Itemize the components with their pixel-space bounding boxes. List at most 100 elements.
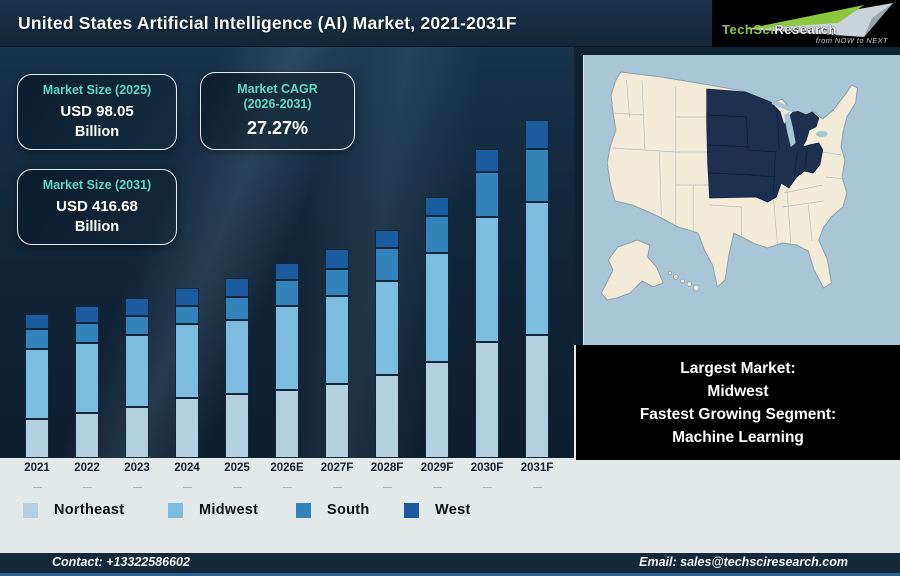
- bar-segment-west-2029F: [425, 197, 449, 216]
- legend-swatch-northeast: [23, 502, 38, 518]
- logo-brand-primary: TechSci: [722, 22, 775, 37]
- lake-erie: [815, 131, 828, 137]
- bar-segment-west-2021: [25, 314, 49, 329]
- bar-segment-west-2025: [225, 278, 249, 297]
- bar-segment-south-2023: [125, 316, 149, 335]
- bar-2026E: [275, 263, 299, 458]
- state-borders: [612, 79, 845, 244]
- arrow-icon: [746, 3, 893, 37]
- bar-segment-west-2024: [175, 288, 199, 306]
- market-cagr-value: 27.27%: [246, 118, 309, 138]
- bar-segment-south-2021: [25, 329, 49, 349]
- bar-segment-south-2025: [225, 297, 249, 320]
- bar-segment-midwest-2023: [125, 335, 149, 407]
- bar-segment-west-2026E: [275, 263, 299, 280]
- legend-label: West: [435, 502, 471, 518]
- logo-tagline: from NOW to NEXT: [815, 36, 888, 45]
- market-size-2025-label: Market Size (2025): [42, 83, 152, 97]
- bar-segment-northeast-2022: [75, 413, 99, 458]
- legend-item-south: South: [296, 502, 370, 518]
- callout-line: Fastest Growing Segment:: [639, 405, 837, 423]
- axis-label-2022: 2022: [74, 462, 100, 474]
- bar-2023: [125, 298, 149, 458]
- bar-segment-midwest-2024: [175, 324, 199, 398]
- bar-segment-northeast-2030F: [475, 342, 499, 458]
- bar-2029F: [425, 197, 449, 458]
- techsci-logo: TechSciResearch from NOW to NEXT: [712, 0, 900, 47]
- bar-segment-midwest-2027F: [325, 296, 349, 384]
- axis-label-2024: 2024: [174, 462, 200, 474]
- legend-label: Midwest: [199, 502, 259, 518]
- bar-segment-northeast-2021: [25, 419, 49, 458]
- bar-segment-south-2028F: [375, 248, 399, 281]
- bar-segment-south-2029F: [425, 216, 449, 253]
- us-map: [600, 71, 859, 301]
- bar-segment-midwest-2030F: [475, 217, 499, 342]
- axis-label-2031F: 2031F: [520, 462, 554, 474]
- callout-line: Largest Market:: [680, 359, 796, 377]
- bar-segment-west-2022: [75, 306, 99, 323]
- largest-market-callout: Largest Market: Midwest Fastest Growing Se…: [574, 345, 900, 460]
- bar-segment-midwest-2031F: [525, 202, 549, 335]
- bar-segment-south-2030F: [475, 172, 499, 217]
- header: United States Artificial Intelligence (A…: [0, 0, 900, 47]
- bar-segment-northeast-2025: [225, 394, 249, 458]
- axis-label-2023: 2023: [124, 462, 150, 474]
- bar-segment-west-2031F: [525, 120, 549, 149]
- x-axis-strip: 2021 2022 2023 2024 2025 2026E 2027F 2028F 2029F…: [0, 458, 900, 489]
- bar-segment-midwest-2021: [25, 349, 49, 419]
- market-size-2031-card: Market Size (2031) USD 416.68 Billion: [17, 169, 177, 245]
- bar-segment-midwest-2026E: [275, 306, 299, 390]
- alaska: [600, 239, 664, 301]
- logo-brand-secondary: Research: [774, 22, 837, 37]
- lake-michigan: [784, 112, 796, 147]
- market-size-2031-unit: Billion: [74, 219, 120, 235]
- axis-label-2025: 2025: [224, 462, 250, 474]
- bar-segment-midwest-2025: [225, 320, 249, 394]
- logo-wordmark: TechSciResearch: [722, 22, 837, 37]
- us-map-panel: [583, 55, 900, 345]
- market-size-2025-value: USD 98.05: [60, 103, 134, 120]
- midwest-state-borders: [706, 109, 808, 196]
- bar-segment-south-2024: [175, 306, 199, 324]
- footer-contact: Contact: +13322586602: [52, 554, 190, 569]
- legend-item-northeast: Northeast: [23, 502, 124, 518]
- footer: Contact: +13322586602 Email: sales@techs…: [0, 553, 900, 576]
- bar-segment-south-2022: [75, 323, 99, 343]
- market-cagr-label-line2: (2026-2031): [243, 97, 312, 111]
- market-size-2031-value: USD 416.68: [56, 198, 138, 215]
- legend-swatch-midwest: [168, 502, 183, 518]
- bar-segment-midwest-2029F: [425, 253, 449, 362]
- axis-label-2030F: 2030F: [470, 462, 504, 474]
- legend-swatch-west: [404, 502, 419, 518]
- bar-segment-west-2027F: [325, 249, 349, 269]
- page-title: United States Artificial Intelligence (A…: [18, 13, 517, 33]
- bar-segment-midwest-2022: [75, 343, 99, 413]
- bar-segment-west-2023: [125, 298, 149, 316]
- bar-segment-northeast-2029F: [425, 362, 449, 458]
- bar-2028F: [375, 230, 399, 458]
- bar-2025: [225, 278, 249, 458]
- footer-email: Email: sales@techsciresearch.com: [639, 554, 848, 569]
- axis-label-2028F: 2028F: [370, 462, 404, 474]
- bar-segment-south-2031F: [525, 149, 549, 202]
- bar-segment-northeast-2028F: [375, 375, 399, 458]
- axis-label-2027F: 2027F: [320, 462, 354, 474]
- axis-label-2029F: 2029F: [420, 462, 454, 474]
- bar-2022: [75, 306, 99, 458]
- callout-line: Machine Learning: [672, 428, 804, 446]
- hawaii: [668, 270, 700, 292]
- market-size-2025-card: Market Size (2025) USD 98.05 Billion: [17, 74, 177, 150]
- bar-segment-south-2027F: [325, 269, 349, 296]
- axis-label-2021: 2021: [24, 462, 50, 474]
- bar-segment-south-2026E: [275, 280, 299, 306]
- bar-segment-northeast-2023: [125, 407, 149, 458]
- axis-label-2026E: 2026E: [270, 462, 304, 474]
- legend-swatch-south: [296, 502, 311, 518]
- bar-segment-northeast-2027F: [325, 384, 349, 458]
- bar-2024: [175, 288, 199, 458]
- bar-2021: [25, 314, 49, 458]
- bar-segment-west-2030F: [475, 149, 499, 172]
- legend-label: South: [327, 502, 370, 518]
